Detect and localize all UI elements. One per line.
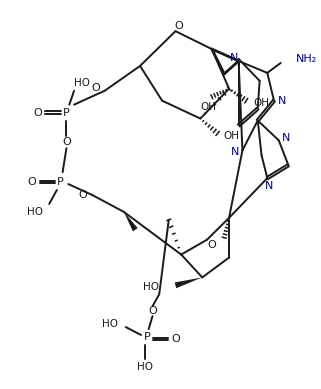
- Text: OH: OH: [200, 102, 216, 112]
- Text: HO: HO: [137, 362, 153, 372]
- Text: P: P: [57, 177, 64, 187]
- Text: O: O: [33, 108, 42, 117]
- Text: HO: HO: [28, 207, 43, 217]
- Text: OH: OH: [223, 131, 239, 142]
- Text: N: N: [282, 133, 291, 144]
- Text: N: N: [265, 181, 273, 191]
- Text: O: O: [174, 21, 183, 31]
- Polygon shape: [124, 212, 138, 231]
- Text: O: O: [207, 240, 216, 250]
- Text: P: P: [63, 108, 70, 117]
- Text: NH₂: NH₂: [296, 54, 317, 64]
- Text: O: O: [171, 334, 180, 344]
- Text: N: N: [230, 147, 239, 157]
- Text: N: N: [230, 53, 238, 63]
- Text: N: N: [277, 96, 286, 106]
- Polygon shape: [175, 277, 202, 288]
- Text: O: O: [28, 177, 36, 187]
- Text: OH: OH: [254, 98, 270, 108]
- Text: O: O: [91, 83, 100, 93]
- Text: HO: HO: [74, 78, 90, 88]
- Text: HO: HO: [102, 319, 118, 329]
- Text: P: P: [143, 332, 150, 342]
- Text: O: O: [148, 306, 157, 316]
- Text: O: O: [62, 137, 71, 147]
- Text: HO: HO: [143, 282, 159, 292]
- Text: O: O: [79, 190, 88, 200]
